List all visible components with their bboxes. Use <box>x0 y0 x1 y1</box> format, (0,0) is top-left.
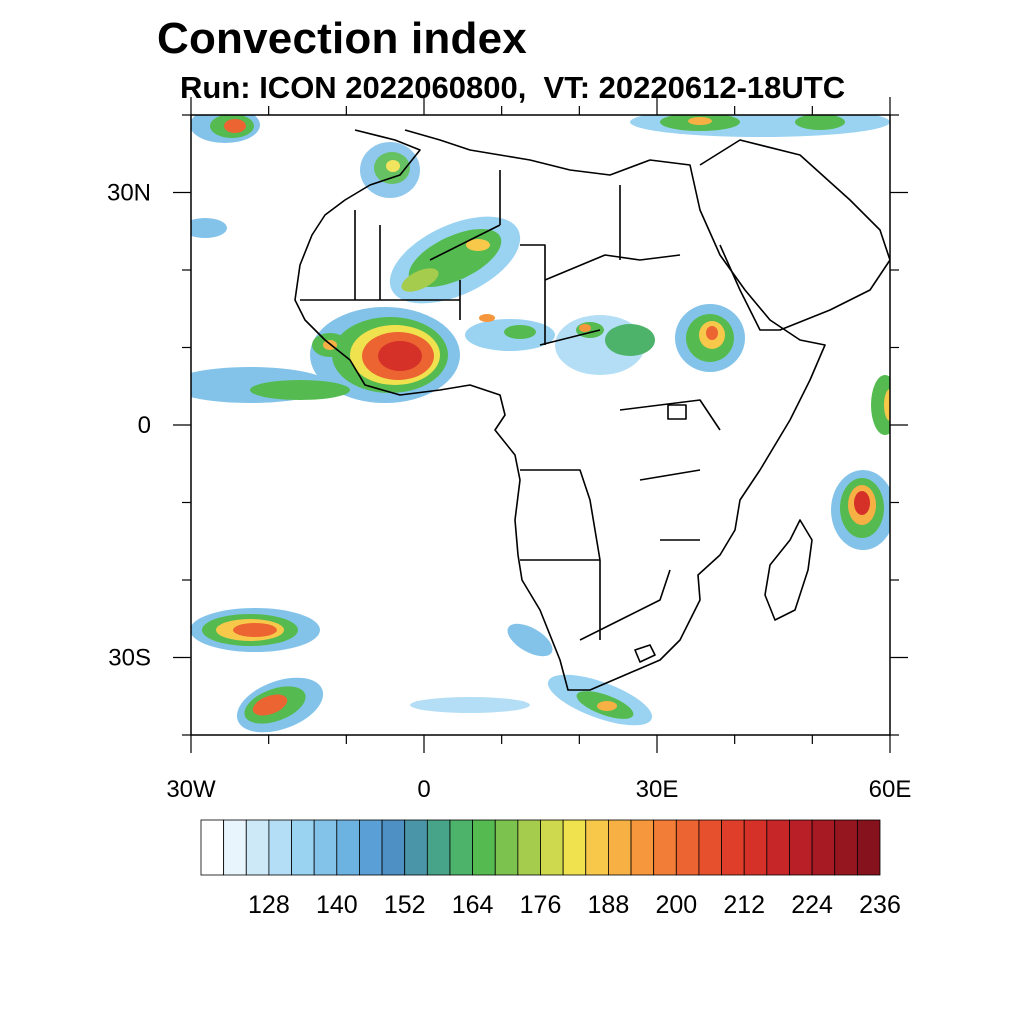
colorbar-swatch <box>223 819 247 876</box>
lon-tick-label: 0 <box>417 776 430 803</box>
lon-tick-label: 60E <box>869 776 912 803</box>
colorbar-label: 164 <box>452 891 494 919</box>
colorbar-swatch <box>291 819 315 876</box>
colorbar-swatch <box>540 819 564 876</box>
convection-cell <box>465 314 555 351</box>
country-borders <box>300 170 721 641</box>
colorbar-swatch <box>472 819 496 876</box>
colorbar-label: 188 <box>588 891 630 919</box>
colorbar-swatch <box>653 819 677 876</box>
colorbar-swatch <box>381 819 406 876</box>
colorbar-swatch <box>449 819 474 876</box>
convection-cell <box>236 677 324 733</box>
colorbar-label: 200 <box>655 891 697 919</box>
colorbar-swatch <box>359 819 383 876</box>
colorbar-swatch <box>698 819 722 876</box>
convection-cell <box>389 216 521 304</box>
colorbar-swatch <box>268 819 292 876</box>
colorbar-swatch <box>517 819 541 876</box>
colorbar-label: 128 <box>248 891 290 919</box>
colorbar-label: 176 <box>520 891 562 919</box>
colorbar-swatch <box>721 819 745 876</box>
convection-cell <box>871 375 890 435</box>
convection-cell <box>630 115 890 137</box>
colorbar-swatch <box>789 819 813 876</box>
convection-cell <box>191 367 350 403</box>
colorbar-swatch <box>743 819 768 876</box>
chart-subtitle: Run: ICON 2022060800, VT: 20220612-18UTC <box>180 70 846 105</box>
convection-cell <box>410 697 530 713</box>
convection-cell <box>310 307 460 403</box>
colorbar-swatch <box>426 819 451 876</box>
lon-tick-label: 30E <box>636 776 679 803</box>
colorbar-label: 212 <box>723 891 765 919</box>
convection-cell <box>507 623 553 657</box>
arabia-coastline <box>699 139 890 331</box>
convection-cell <box>191 608 320 652</box>
convection-cell <box>191 115 260 143</box>
lesotho-border <box>634 644 656 663</box>
colorbar-swatch <box>834 819 858 876</box>
lon-tick-label: 30W <box>166 776 216 803</box>
colorbar-swatch <box>336 819 360 876</box>
colorbar-label: 152 <box>384 891 426 919</box>
lat-tick-label: 30S <box>108 645 151 672</box>
colorbar-label: 140 <box>316 891 358 919</box>
madagascar-coastline <box>764 519 813 621</box>
colorbar-swatch <box>585 819 609 876</box>
colorbar-label: 224 <box>791 891 833 919</box>
chart-title: Convection index <box>157 14 527 63</box>
colorbar: 128 140 152 164 176 188 200 212 224 236 <box>200 819 901 919</box>
lake-victoria <box>667 404 687 420</box>
colorbar-swatch <box>766 819 790 876</box>
colorbar-swatch <box>313 819 338 876</box>
colorbar-swatch <box>494 819 519 876</box>
africa-coastline <box>294 129 826 691</box>
colorbar-swatch <box>245 819 270 876</box>
colorbar-swatch <box>811 819 836 876</box>
convection-cell <box>547 674 653 726</box>
colorbar-swatch <box>856 819 881 876</box>
lat-tick-label: 0 <box>138 412 151 439</box>
colorbar-swatch <box>630 819 655 876</box>
convection-cell <box>191 218 227 238</box>
convection-field <box>191 115 890 733</box>
convection-cell <box>360 142 420 198</box>
colorbar-swatch <box>608 819 632 876</box>
colorbar-swatch <box>200 819 225 876</box>
colorbar-swatch <box>404 819 428 876</box>
coastlines <box>294 129 890 691</box>
convection-cell <box>831 470 890 550</box>
convection-cell <box>555 315 655 375</box>
colorbar-swatch <box>675 819 700 876</box>
colorbar-label: 236 <box>859 891 901 919</box>
colorbar-swatch <box>562 819 587 876</box>
map-axes: 30N 0 30S 30W 0 30E 60E <box>107 97 911 803</box>
lat-tick-label: 30N <box>107 180 151 207</box>
convection-cell <box>675 304 745 372</box>
